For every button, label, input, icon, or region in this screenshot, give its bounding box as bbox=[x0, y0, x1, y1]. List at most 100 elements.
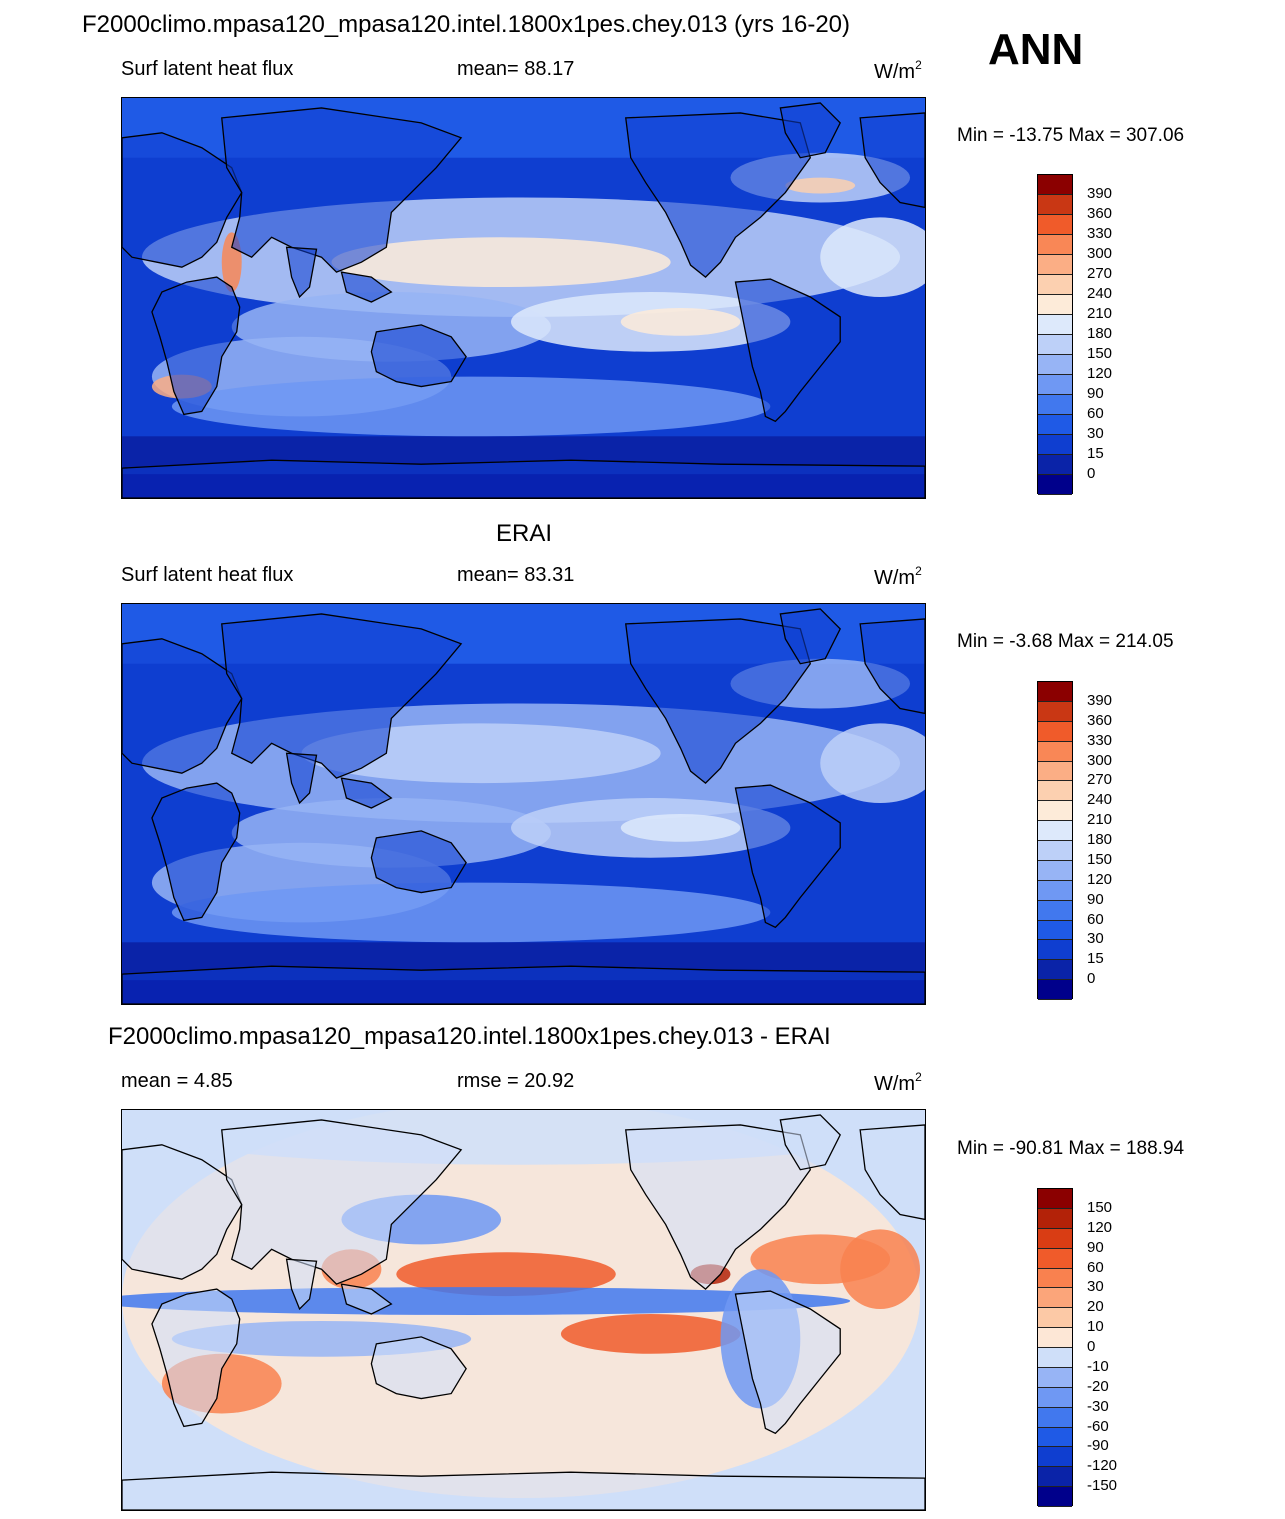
field-region bbox=[750, 1234, 891, 1285]
colorbar-bin bbox=[1038, 195, 1072, 215]
map-field bbox=[122, 1110, 925, 1510]
coastline-australia bbox=[370, 830, 467, 894]
coastline-asia bbox=[221, 107, 463, 273]
figure-title: F2000climo.mpasa120_mpasa120.intel.1800x… bbox=[82, 11, 851, 38]
colorbar-bin bbox=[1038, 860, 1072, 881]
coastline-africa bbox=[151, 1288, 241, 1428]
field-region bbox=[785, 177, 856, 194]
colorbar-bin bbox=[1038, 435, 1072, 455]
colorbar-tick-label: 0 bbox=[1087, 1338, 1096, 1355]
colorbar-tick-label: 90 bbox=[1087, 385, 1104, 402]
colorbar-bin bbox=[1038, 1487, 1072, 1507]
colorbar-tick-label: -20 bbox=[1087, 1377, 1109, 1395]
colorbar-bin bbox=[1038, 375, 1072, 395]
colorbar-bin bbox=[1038, 1328, 1072, 1348]
colorbar-tick-label: 0 bbox=[1087, 970, 1096, 988]
colorbar-tick-label: 330 bbox=[1087, 731, 1113, 749]
panel-heading: ERAI bbox=[495, 520, 553, 547]
field-region bbox=[301, 723, 661, 784]
colorbar-tick-label: 180 bbox=[1087, 325, 1113, 342]
colorbar-tick-label: 360 bbox=[1087, 711, 1113, 729]
colorbar-bin bbox=[1038, 1308, 1072, 1329]
coastline-europe bbox=[859, 112, 925, 209]
colorbar-tick-label: 30 bbox=[1087, 930, 1104, 948]
panel-left-label: mean = 4.85 bbox=[121, 1070, 233, 1092]
coastline-indonesia bbox=[340, 777, 393, 809]
map-model bbox=[121, 97, 926, 499]
coastline-samerica bbox=[734, 1290, 841, 1435]
colorbar-bin bbox=[1038, 960, 1072, 981]
field-region bbox=[620, 307, 741, 336]
colorbar-tick-label: 240 bbox=[1087, 791, 1113, 809]
colorbar-tick-label: 60 bbox=[1087, 1258, 1104, 1276]
field-region bbox=[171, 376, 771, 437]
coastline-indonesia bbox=[340, 1283, 393, 1315]
coastline-asia bbox=[221, 613, 463, 779]
colorbar-tick-label: 60 bbox=[1087, 910, 1104, 928]
panel-center-label: mean= 88.17 bbox=[457, 58, 575, 80]
field-region bbox=[820, 217, 925, 297]
colorbar-bin bbox=[1038, 1367, 1072, 1388]
colorbar-tick-label: 210 bbox=[1087, 305, 1113, 322]
colorbar-tick-label: 15 bbox=[1087, 950, 1104, 968]
colorbar-bin bbox=[1038, 295, 1072, 315]
colorbar-tick-label: 270 bbox=[1087, 771, 1113, 789]
colorbar-bin bbox=[1038, 900, 1072, 921]
coastline-india bbox=[285, 752, 318, 805]
colorbar-model bbox=[1037, 174, 1073, 495]
coastline-india bbox=[285, 1258, 318, 1311]
colorbar-tick-label: 390 bbox=[1087, 185, 1113, 202]
coastline-australia bbox=[370, 324, 467, 388]
minmax-label: Min = -13.75 Max = 307.06 bbox=[957, 125, 1185, 146]
colorbar-diff bbox=[1037, 1188, 1073, 1507]
colorbar-tick-label: 360 bbox=[1087, 205, 1113, 222]
field-region bbox=[560, 1313, 741, 1354]
colorbar-tick-label: 60 bbox=[1087, 405, 1104, 422]
colorbar-tick-label: 90 bbox=[1087, 890, 1104, 908]
minmax-label: Min = -3.68 Max = 214.05 bbox=[957, 631, 1174, 652]
colorbar-bin bbox=[1038, 1228, 1072, 1249]
colorbar-tick-label: 390 bbox=[1087, 691, 1113, 709]
colorbar-tick-label: -150 bbox=[1087, 1477, 1118, 1495]
colorbar-tick-label: 20 bbox=[1087, 1298, 1104, 1316]
panel-heading: F2000climo.mpasa120_mpasa120.intel.1800x… bbox=[108, 1023, 831, 1050]
colorbar-bin bbox=[1038, 1348, 1072, 1368]
colorbar-bin bbox=[1038, 355, 1072, 375]
coastline-india bbox=[285, 246, 318, 299]
coastline-greenland bbox=[779, 102, 842, 159]
units-label: W/m2 bbox=[874, 59, 922, 82]
colorbar-bin bbox=[1038, 1248, 1072, 1269]
colorbar-tick-label: 10 bbox=[1087, 1318, 1104, 1336]
map-obs bbox=[121, 603, 926, 1005]
colorbar-bin bbox=[1038, 275, 1072, 295]
coastline-antarctica bbox=[122, 1471, 925, 1510]
colorbar-tick-label: 180 bbox=[1087, 831, 1113, 848]
coastline-greenland bbox=[779, 1114, 842, 1171]
colorbar-bin bbox=[1038, 1268, 1072, 1289]
units-superscript: 2 bbox=[915, 1070, 922, 1084]
map-field bbox=[122, 98, 925, 498]
colorbar-bin bbox=[1038, 1407, 1072, 1428]
coastline-africa bbox=[151, 276, 241, 416]
colorbar-tick-label: 150 bbox=[1087, 345, 1113, 362]
field-region bbox=[396, 1252, 616, 1297]
units-label: W/m2 bbox=[874, 565, 922, 588]
colorbar-bin bbox=[1038, 821, 1072, 841]
minmax-label: Min = -90.81 Max = 188.94 bbox=[957, 1138, 1185, 1159]
colorbar-bin bbox=[1038, 175, 1072, 195]
units-text: W/m bbox=[874, 61, 916, 83]
colorbar-bin bbox=[1038, 920, 1072, 941]
colorbar-bin bbox=[1038, 801, 1072, 822]
colorbar-tick-label: 150 bbox=[1087, 850, 1113, 868]
panel-left-label: Surf latent heat flux bbox=[121, 564, 294, 586]
colorbar-bin bbox=[1038, 415, 1072, 435]
colorbar-bin bbox=[1038, 741, 1072, 762]
coastline-eurasia_w bbox=[122, 638, 243, 774]
colorbar-tick-label: 0 bbox=[1087, 465, 1096, 482]
colorbar-bin bbox=[1038, 215, 1072, 235]
colorbar-bin bbox=[1038, 880, 1072, 901]
colorbar-bin bbox=[1038, 761, 1072, 782]
colorbar-tick-label: 90 bbox=[1087, 1238, 1104, 1256]
coastline-asia bbox=[221, 1119, 463, 1285]
units-superscript: 2 bbox=[915, 564, 922, 578]
